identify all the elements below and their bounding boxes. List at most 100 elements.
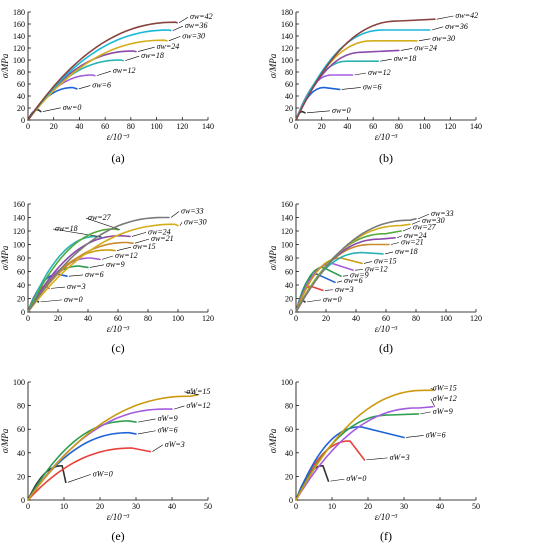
- series-leader: [336, 280, 343, 283]
- x-tick-label: 100: [172, 314, 184, 323]
- series-label: σw=30: [182, 31, 205, 40]
- x-axis-label: ε/10⁻³: [375, 324, 398, 334]
- curve-σW=15: [27, 394, 198, 501]
- panel-label: (b): [379, 151, 393, 165]
- series-label: σw=18: [55, 224, 78, 233]
- y-tick-label: 80: [285, 254, 293, 263]
- x-tick-label: 80: [412, 314, 420, 323]
- series-leader: [402, 227, 412, 232]
- chart-panel-2: 0 20 40 60 80 100 120 1400204060801001201401601…: [268, 8, 482, 165]
- series-label: σw=24: [404, 231, 427, 240]
- x-tick-label: 60: [114, 314, 122, 323]
- series-leader: [400, 48, 413, 51]
- series-label: σw=18: [141, 51, 164, 60]
- x-tick-label: 20: [322, 314, 330, 323]
- chart-panel-5: 0 10 20 30 40 50 0 20 40 60 80 100 ε/10⁻³ σ/MPa σW=0 σW…: [0, 378, 212, 543]
- x-tick-label: 20: [54, 314, 62, 323]
- y-tick-label: 20: [285, 104, 293, 113]
- series-label: σw=15: [374, 256, 397, 265]
- curve-σw=36: [295, 29, 431, 121]
- series-label: σw=6: [92, 81, 111, 90]
- series-label: σw=0: [64, 295, 83, 304]
- x-tick-label: 40: [343, 122, 351, 131]
- curve-σW=15: [295, 389, 434, 501]
- y-tick-label: 120: [281, 227, 293, 236]
- series-label: σw=12: [368, 68, 391, 77]
- series-leader: [131, 232, 147, 237]
- x-axis-label: ε/10⁻³: [375, 512, 398, 522]
- series-leader: [330, 478, 345, 482]
- y-tick-label: 160: [13, 20, 25, 29]
- series-label: σw=21: [151, 234, 174, 243]
- series-label: σw=15: [133, 242, 156, 251]
- x-tick-label: 20: [96, 502, 104, 511]
- series-leader: [125, 55, 140, 61]
- x-tick-label: 140: [202, 122, 214, 131]
- panel-label: (e): [111, 529, 124, 543]
- panel-label: (d): [379, 341, 393, 355]
- series-leader: [134, 238, 150, 244]
- series-label: σw=9: [106, 260, 125, 269]
- series-leader: [411, 220, 421, 225]
- y-axis-label: σ/MPa: [0, 53, 10, 78]
- series-label: σw=6: [363, 82, 382, 91]
- y-tick-label: 180: [281, 8, 293, 17]
- series-leader: [78, 85, 91, 90]
- series-label: σW=12: [433, 394, 457, 403]
- series-leader: [173, 405, 185, 410]
- curve-σw=33: [27, 216, 170, 313]
- series-label: σW=0: [93, 469, 113, 478]
- series-leader: [324, 289, 334, 291]
- y-tick-label: 80: [17, 254, 25, 263]
- x-tick-label: 10: [328, 502, 336, 511]
- curve-σw=42: [27, 21, 178, 121]
- y-tick-label: 20: [285, 472, 293, 481]
- y-tick-label: 0: [21, 308, 25, 317]
- y-tick-label: 0: [289, 116, 293, 125]
- y-tick-label: 80: [285, 68, 293, 77]
- series-leader: [152, 444, 163, 452]
- y-tick-label: 20: [17, 104, 25, 113]
- series-label: σw=24: [148, 227, 171, 236]
- y-axis-label: σ/MPa: [268, 428, 278, 453]
- series-leader: [179, 222, 183, 226]
- y-tick-label: 100: [281, 378, 293, 387]
- series-label: σw=12: [113, 66, 136, 75]
- series-label: σw=9: [350, 271, 369, 280]
- curve-σw=30: [27, 39, 168, 121]
- series-leader: [390, 242, 400, 245]
- y-tick-label: 100: [13, 241, 25, 250]
- x-axis-label: ε/10⁻³: [107, 512, 130, 522]
- y-tick-label: 120: [281, 44, 293, 53]
- y-tick-label: 40: [285, 92, 293, 101]
- curve-σW=12: [295, 406, 434, 501]
- chart-panel-3: 0 20 40 60 80 100 120 0 20 40 60 80 100 120 140 160 ε/10…: [0, 200, 214, 355]
- y-tick-label: 0: [289, 496, 293, 505]
- series-leader: [101, 255, 114, 260]
- y-axis-label: σ/MPa: [268, 245, 278, 270]
- y-tick-label: 40: [17, 449, 25, 458]
- curve-σW=12: [27, 408, 173, 501]
- x-axis-label: ε/10⁻³: [375, 132, 398, 142]
- series-leader: [116, 246, 132, 251]
- y-tick-label: 0: [289, 308, 293, 317]
- y-axis-label: σ/MPa: [268, 53, 278, 78]
- y-tick-label: 160: [13, 200, 25, 209]
- x-tick-label: 30: [132, 502, 140, 511]
- series-label: σw=30: [184, 217, 207, 226]
- panel-label: (c): [111, 341, 124, 355]
- series-label: σW=9: [433, 407, 453, 416]
- x-tick-label: 100: [419, 122, 431, 131]
- series-label: σw=12: [115, 251, 138, 260]
- curve-σW=9: [27, 420, 137, 501]
- chart-panel-4: 0 20 40 60 80 100 120 0 20 40 60 80 100 120 140 160 ε/10…: [268, 200, 482, 355]
- series-label: σw=18: [394, 54, 417, 63]
- series-leader: [67, 474, 91, 483]
- series-leader: [178, 16, 189, 24]
- x-axis-label: ε/10⁻³: [107, 324, 130, 334]
- y-tick-label: 60: [285, 268, 293, 277]
- y-tick-label: 40: [17, 92, 25, 101]
- series-leader: [380, 58, 392, 62]
- curve-σW=3: [27, 447, 152, 501]
- chart-panel-6: 0 10 20 30 40 50 0 20 40 60 80 100 ε/10⁻³ σ/MPa σW=0 σW…: [268, 378, 480, 543]
